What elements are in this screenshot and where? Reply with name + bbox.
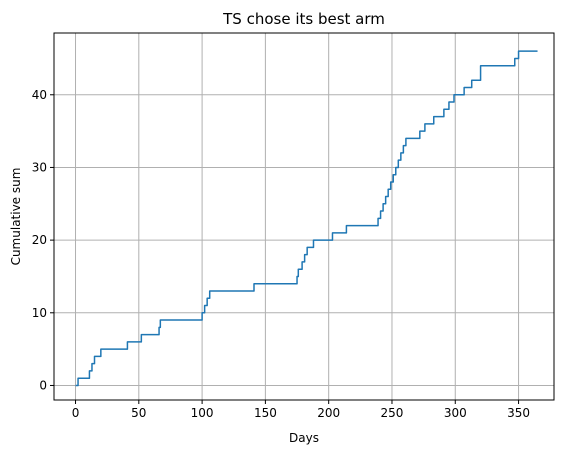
chart-title: TS chose its best arm xyxy=(222,10,385,28)
x-tick-label: 0 xyxy=(72,406,80,420)
y-tick-label: 30 xyxy=(32,160,47,174)
x-tick-label: 300 xyxy=(444,406,467,420)
x-tick-label: 250 xyxy=(381,406,404,420)
y-tick-label: 40 xyxy=(32,88,47,102)
x-tick-label: 200 xyxy=(317,406,340,420)
series-layer xyxy=(76,51,538,385)
y-axis-label: Cumulative sum xyxy=(9,168,23,266)
x-tick-label: 50 xyxy=(131,406,146,420)
series-step-line xyxy=(76,51,538,385)
y-tick-label: 20 xyxy=(32,233,47,247)
grid xyxy=(54,33,554,400)
x-tick-label: 150 xyxy=(254,406,277,420)
x-tick-label: 350 xyxy=(507,406,530,420)
x-axis-label: Days xyxy=(289,431,319,445)
y-tick-label: 10 xyxy=(32,306,47,320)
x-tick-label: 100 xyxy=(191,406,214,420)
y-tick-label: 0 xyxy=(39,378,47,392)
plot-frame xyxy=(54,33,554,400)
